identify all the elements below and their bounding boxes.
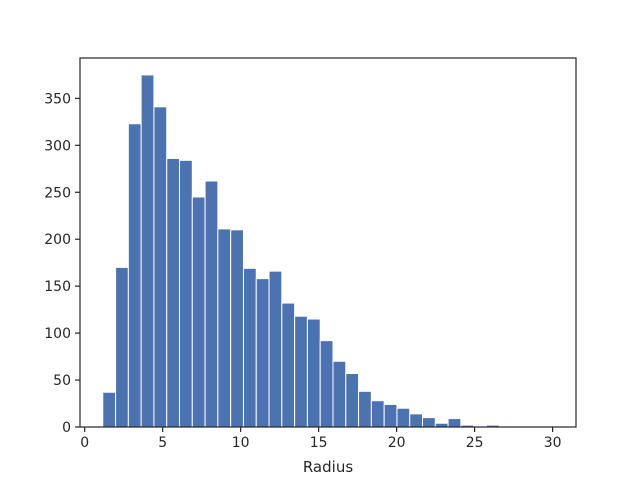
histogram-bar xyxy=(319,340,334,428)
x-tick-label: 30 xyxy=(544,435,562,451)
x-axis-ticks: 0 5 10 15 20 25 30 xyxy=(80,427,562,451)
histogram-bar xyxy=(140,74,155,428)
histogram-bar xyxy=(422,417,436,428)
x-tick-label: 10 xyxy=(232,435,250,451)
histogram-bar xyxy=(153,106,168,428)
y-tick-label: 250 xyxy=(44,185,71,201)
histogram-bar xyxy=(127,123,142,428)
y-tick-label: 150 xyxy=(44,279,71,295)
histogram-bar xyxy=(230,229,244,428)
x-tick-label: 25 xyxy=(466,435,484,451)
x-tick-label: 5 xyxy=(158,435,167,451)
histogram-bar xyxy=(179,159,193,428)
histogram-bar xyxy=(255,278,270,428)
histogram-bar xyxy=(294,315,308,428)
histogram-bar xyxy=(281,302,296,428)
histogram-bar xyxy=(370,400,385,428)
histogram-bar xyxy=(332,360,347,428)
y-tick-label: 350 xyxy=(44,91,71,107)
x-tick-label: 20 xyxy=(388,435,406,451)
histogram-bar xyxy=(268,270,283,428)
histogram-bar xyxy=(217,228,232,428)
y-tick-label: 200 xyxy=(44,232,71,248)
x-tick-label: 0 xyxy=(80,435,89,451)
histogram-bar xyxy=(345,372,360,428)
histogram-bar xyxy=(166,157,181,428)
y-axis-ticks: 0 50 100 150 200 250 300 350 xyxy=(44,91,80,436)
histogram-bar xyxy=(204,180,219,428)
histogram-bar xyxy=(115,266,129,428)
y-tick-label: 300 xyxy=(44,138,71,154)
histogram-bar xyxy=(102,391,117,428)
histogram-bar xyxy=(306,318,321,428)
histogram-bar xyxy=(396,407,411,428)
y-tick-label: 50 xyxy=(53,373,71,389)
bars-group xyxy=(102,74,564,428)
histogram-bar xyxy=(358,390,372,428)
histogram-bar xyxy=(383,403,398,428)
histogram-bar xyxy=(409,413,424,428)
y-tick-label: 100 xyxy=(44,326,71,342)
x-axis-label: Radius xyxy=(303,458,353,476)
histogram-bar xyxy=(242,267,257,428)
plot-frame xyxy=(79,57,577,428)
histogram-bar xyxy=(191,196,206,428)
histogram-bar xyxy=(447,418,462,428)
x-tick-label: 15 xyxy=(310,435,328,451)
y-tick-label: 0 xyxy=(62,420,71,436)
